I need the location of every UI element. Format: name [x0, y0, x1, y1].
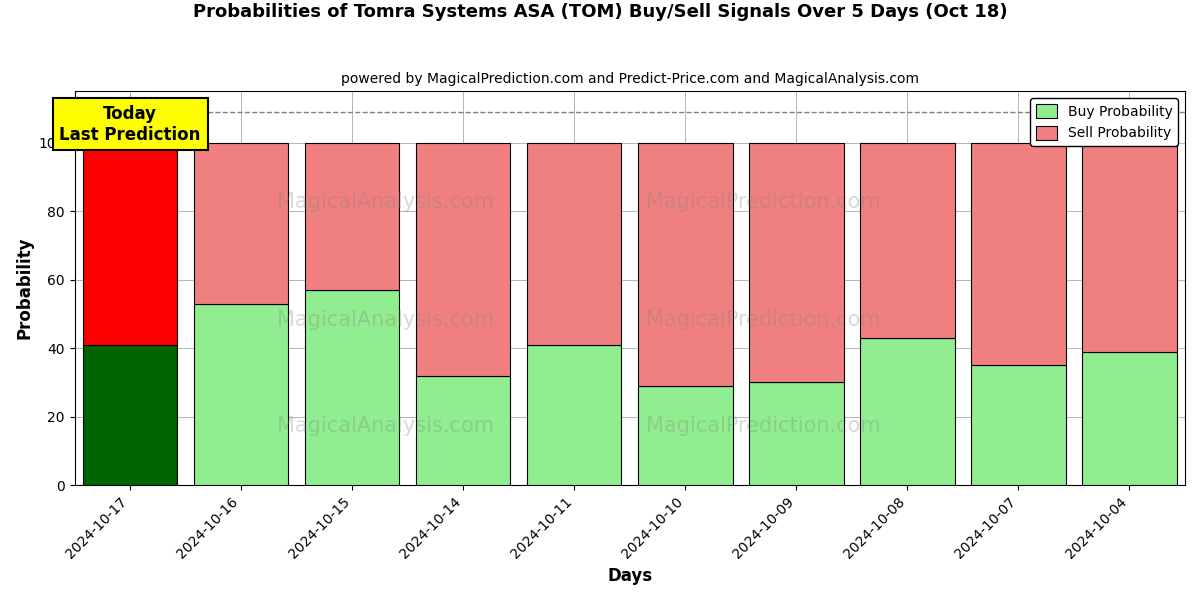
Bar — [416, 143, 510, 376]
Bar — [638, 143, 732, 386]
Text: MagicalAnalysis.com: MagicalAnalysis.com — [277, 310, 494, 330]
Bar — [860, 338, 955, 485]
Text: Today
Last Prediction: Today Last Prediction — [60, 105, 200, 144]
Bar — [416, 376, 510, 485]
Bar — [971, 365, 1066, 485]
Bar — [83, 143, 178, 345]
Bar — [305, 143, 400, 290]
Bar — [305, 290, 400, 485]
Y-axis label: Probability: Probability — [16, 237, 34, 340]
Text: MagicalPrediction.com: MagicalPrediction.com — [646, 310, 881, 330]
Text: Probabilities of Tomra Systems ASA (TOM) Buy/Sell Signals Over 5 Days (Oct 18): Probabilities of Tomra Systems ASA (TOM)… — [193, 3, 1007, 21]
Bar — [194, 143, 288, 304]
Bar — [638, 386, 732, 485]
Bar — [527, 345, 622, 485]
Bar — [971, 143, 1066, 365]
Bar — [527, 143, 622, 345]
Text: MagicalPrediction.com: MagicalPrediction.com — [646, 416, 881, 436]
Bar — [194, 304, 288, 485]
X-axis label: Days: Days — [607, 567, 653, 585]
Title: powered by MagicalPrediction.com and Predict-Price.com and MagicalAnalysis.com: powered by MagicalPrediction.com and Pre… — [341, 72, 919, 86]
Legend: Buy Probability, Sell Probability: Buy Probability, Sell Probability — [1030, 98, 1178, 146]
Bar — [1082, 352, 1177, 485]
Bar — [83, 345, 178, 485]
Text: MagicalPrediction.com: MagicalPrediction.com — [646, 191, 881, 212]
Bar — [749, 382, 844, 485]
Bar — [749, 143, 844, 382]
Bar — [1082, 143, 1177, 352]
Bar — [860, 143, 955, 338]
Text: MagicalAnalysis.com: MagicalAnalysis.com — [277, 416, 494, 436]
Text: MagicalAnalysis.com: MagicalAnalysis.com — [277, 191, 494, 212]
